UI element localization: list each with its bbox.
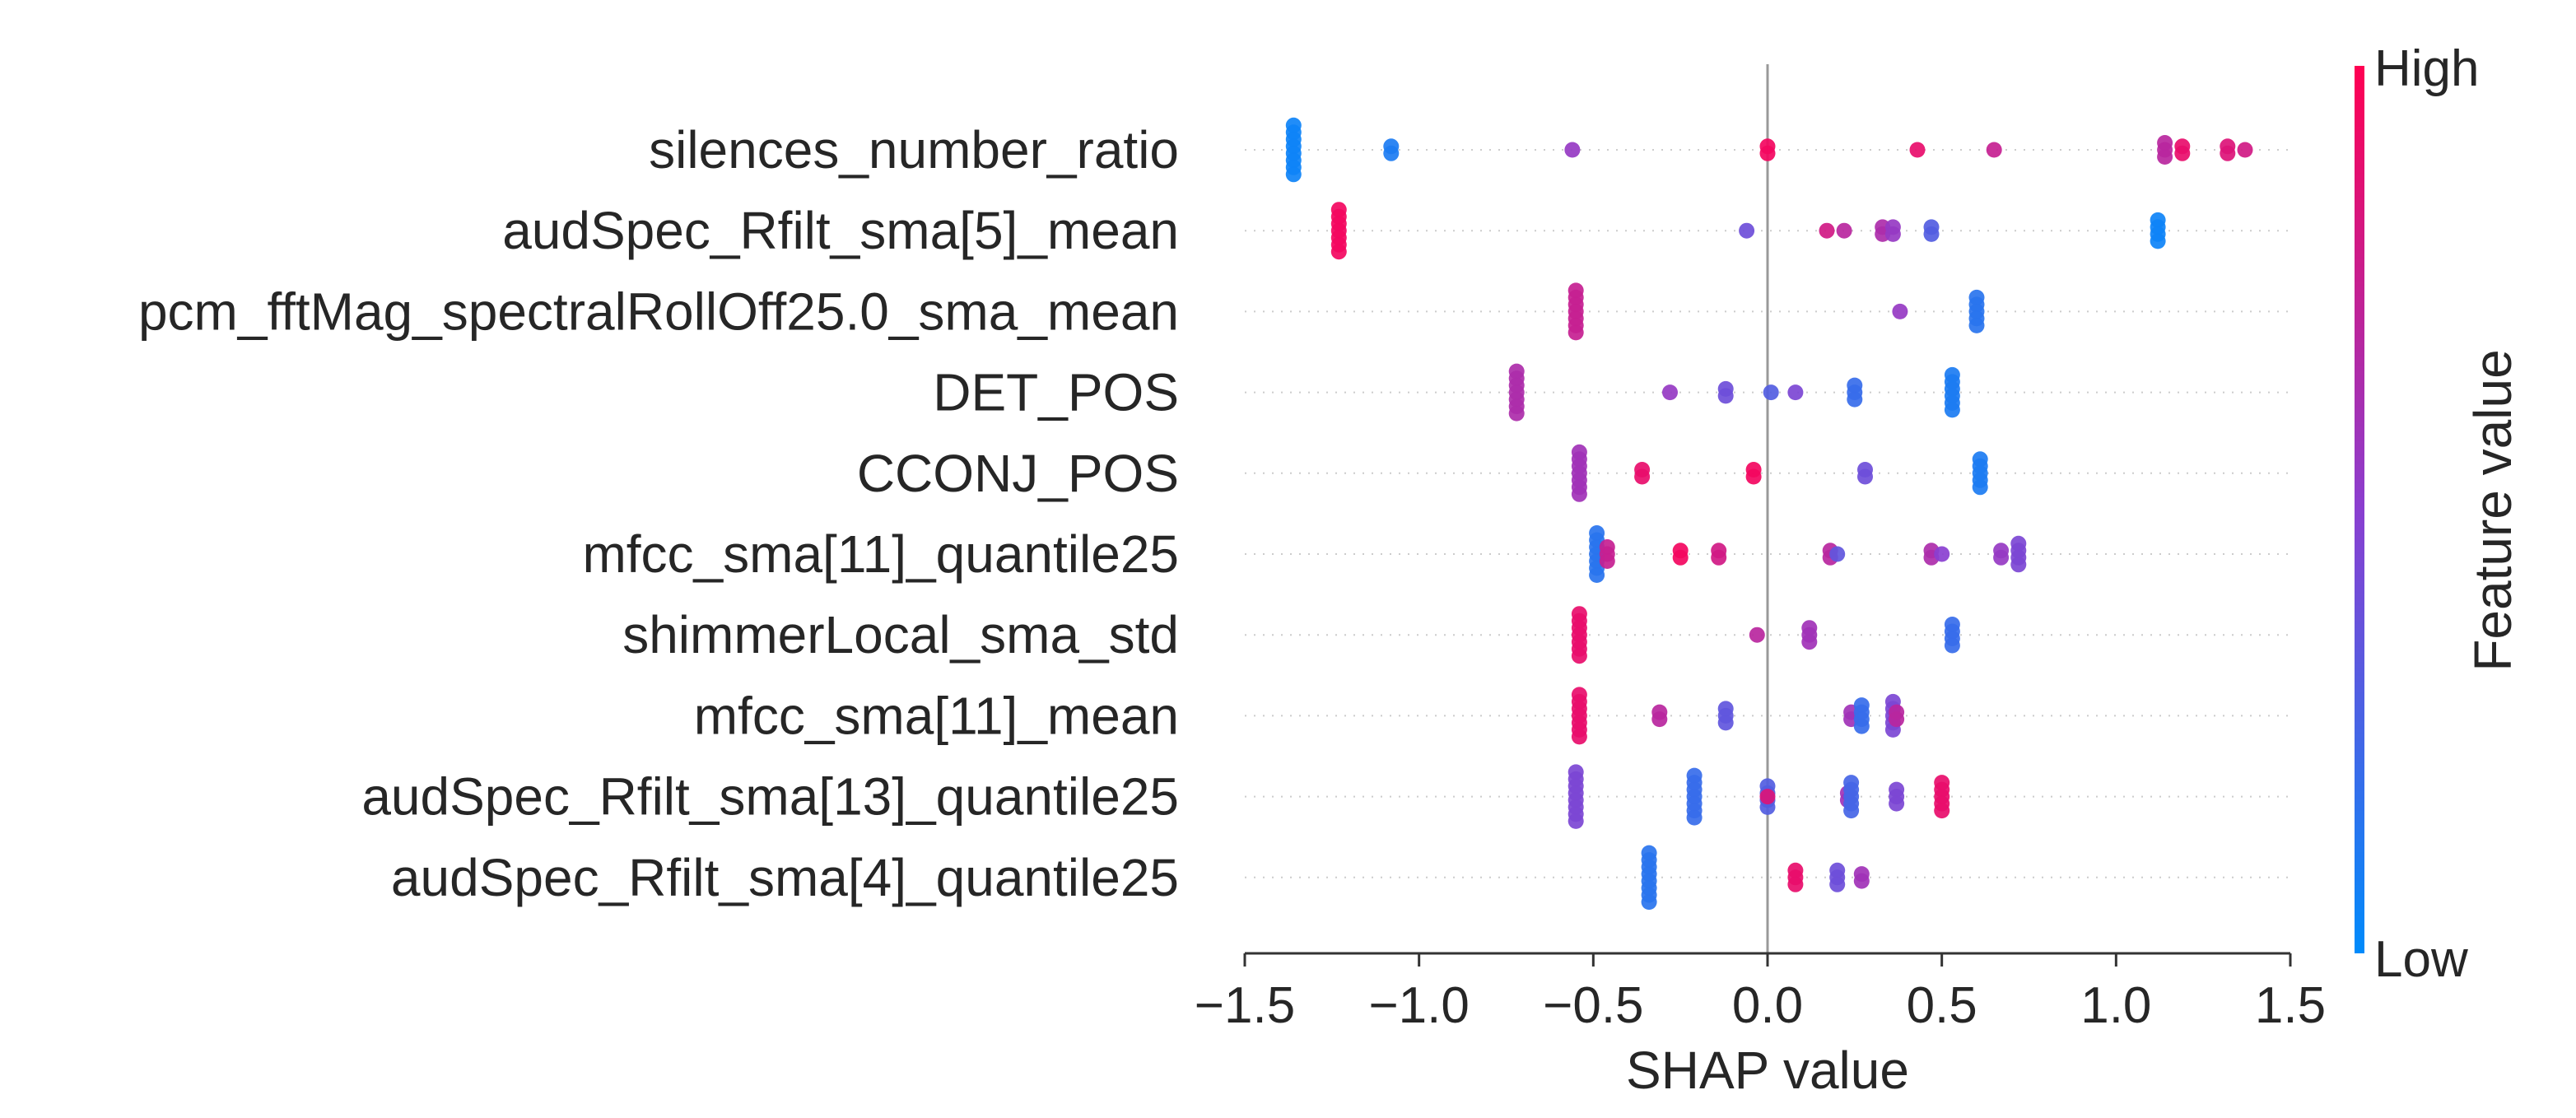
feature-label: pcm_fftMag_spectralRollOff25.0_sma_mean bbox=[138, 282, 1179, 341]
x-axis: −1.5 −1.0 −0.5 0.0 0.5 1.0 1.5 bbox=[1195, 952, 2326, 1034]
shap-point bbox=[1285, 166, 1302, 183]
shap-point bbox=[1567, 813, 1584, 829]
shap-point bbox=[1836, 222, 1852, 239]
shap-point bbox=[1571, 729, 1587, 745]
shap-point bbox=[1853, 873, 1870, 889]
feature-label: silences_number_ratio bbox=[649, 120, 1179, 179]
shap-point bbox=[1634, 468, 1651, 485]
colorbar-gradient bbox=[2355, 66, 2364, 953]
x-tick-label: 0.5 bbox=[1907, 977, 1977, 1034]
feature-label: mfcc_sma[11]_mean bbox=[694, 686, 1179, 745]
x-tick-label: −1.5 bbox=[1195, 977, 1295, 1034]
colorbar-low-label: Low bbox=[2374, 931, 2468, 988]
shap-point bbox=[2157, 149, 2173, 165]
shap-point bbox=[1843, 803, 1860, 819]
shap-point bbox=[1993, 549, 2010, 566]
shap-point bbox=[1819, 222, 1835, 239]
x-tick-label: 1.5 bbox=[2255, 977, 2326, 1034]
shap-point bbox=[1909, 142, 1926, 158]
shap-point bbox=[1711, 549, 1727, 566]
shap-point bbox=[1589, 567, 1605, 583]
shap-point bbox=[1944, 637, 1960, 654]
shap-point bbox=[1889, 711, 1905, 728]
feature-labels: silences_number_ratio audSpec_Rfilt_sma[5… bbox=[138, 120, 1179, 907]
shap-point bbox=[1857, 468, 1873, 485]
shap-point bbox=[1651, 711, 1668, 728]
shap-point bbox=[1508, 405, 1525, 422]
shap-point bbox=[1383, 145, 1400, 161]
shap-point bbox=[1829, 876, 1846, 892]
shap-points bbox=[1285, 117, 2253, 911]
shap-point bbox=[1787, 876, 1804, 892]
feature-label: shimmerLocal_sma_std bbox=[622, 605, 1179, 664]
feature-label: audSpec_Rfilt_sma[13]_quantile25 bbox=[361, 767, 1179, 827]
feature-label: audSpec_Rfilt_sma[5]_mean bbox=[502, 201, 1179, 260]
shap-point bbox=[1749, 627, 1765, 643]
shap-point bbox=[1599, 553, 1615, 569]
shap-point bbox=[1717, 715, 1734, 731]
feature-label: CCONJ_POS bbox=[857, 444, 1179, 503]
shap-point bbox=[1889, 795, 1905, 812]
shap-point bbox=[1829, 546, 1846, 562]
shap-point bbox=[1934, 803, 1950, 819]
x-tick-label: −0.5 bbox=[1543, 977, 1643, 1034]
x-axis-title: SHAP value bbox=[1626, 1041, 1909, 1100]
shap-point bbox=[1717, 388, 1734, 404]
shap-point bbox=[1884, 226, 1901, 242]
shap-point bbox=[1330, 244, 1347, 260]
shap-point bbox=[2174, 145, 2191, 161]
shap-point bbox=[1739, 222, 1755, 239]
colorbar-high-label: High bbox=[2374, 40, 2480, 97]
shap-point bbox=[1847, 391, 1863, 408]
shap-point bbox=[1944, 402, 1960, 418]
colorbar-title: Feature value bbox=[2463, 349, 2522, 671]
shap-point bbox=[1672, 549, 1689, 566]
shap-point bbox=[1641, 894, 1657, 911]
shap-point bbox=[1567, 324, 1584, 341]
shap-point bbox=[1853, 718, 1870, 734]
shap-point bbox=[1571, 486, 1587, 502]
shap-point bbox=[1934, 546, 1950, 562]
shap-point bbox=[1787, 384, 1804, 401]
shap-point bbox=[1745, 468, 1762, 485]
shap-point bbox=[2010, 557, 2027, 573]
shap-point bbox=[1972, 479, 1988, 496]
feature-label: DET_POS bbox=[933, 363, 1179, 422]
shap-point bbox=[1686, 809, 1703, 826]
x-tick-label: 1.0 bbox=[2080, 977, 2151, 1034]
shap-point bbox=[1759, 789, 1776, 805]
colorbar: High Low Feature value bbox=[2355, 40, 2522, 988]
shap-point bbox=[1968, 317, 1985, 333]
shap-point bbox=[2220, 145, 2236, 161]
shap-point bbox=[2150, 233, 2166, 249]
shap-point bbox=[1662, 384, 1678, 401]
feature-label: mfcc_sma[11]_quantile25 bbox=[582, 524, 1179, 584]
shap-point bbox=[1986, 142, 2002, 158]
feature-label: audSpec_Rfilt_sma[4]_quantile25 bbox=[391, 848, 1179, 907]
x-tick-label: −1.0 bbox=[1368, 977, 1469, 1034]
shap-point bbox=[1923, 226, 1940, 242]
x-tick-label: 0.0 bbox=[1732, 977, 1803, 1034]
shap-point bbox=[1763, 384, 1779, 401]
shap-point bbox=[1801, 634, 1818, 650]
shap-point bbox=[2237, 142, 2253, 158]
shap-point bbox=[1892, 303, 1908, 319]
shap-point bbox=[1564, 142, 1581, 158]
shap-point bbox=[1759, 145, 1776, 161]
shap-point bbox=[1571, 648, 1587, 664]
